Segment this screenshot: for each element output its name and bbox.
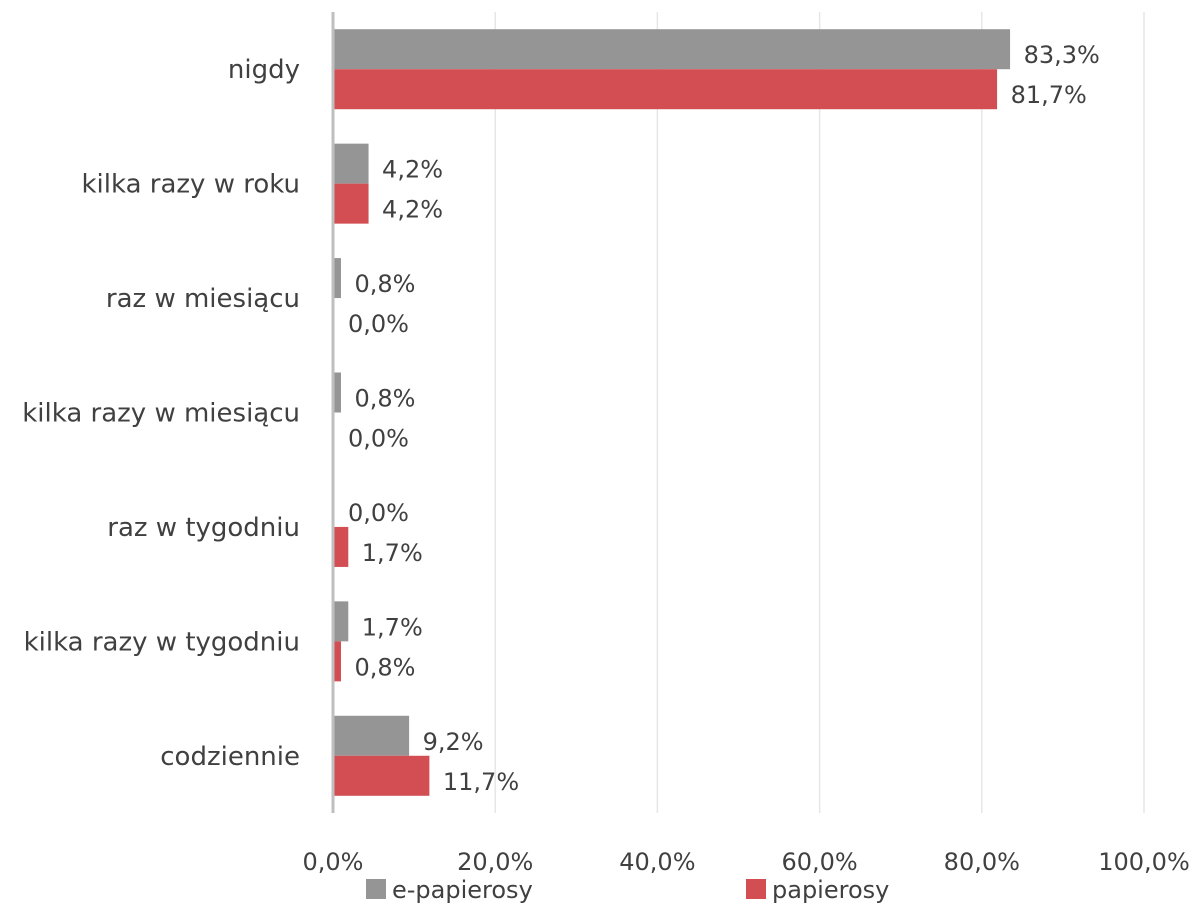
data-label: 0,0% [348, 310, 409, 338]
legend-swatch-papierosy [746, 879, 766, 899]
data-label: 0,8% [354, 653, 415, 681]
data-label: 11,7% [443, 768, 519, 796]
x-tick-label: 80,0% [944, 848, 1020, 876]
x-tick-label: 20,0% [457, 848, 533, 876]
x-tick-label: 60,0% [781, 848, 857, 876]
bar-e-papierosy [335, 258, 341, 298]
data-label: 4,2% [382, 156, 443, 184]
bar-e-papierosy [335, 373, 341, 413]
bar-papierosy [335, 756, 430, 796]
legend-label: papierosy [772, 876, 889, 904]
bar-e-papierosy [335, 601, 349, 641]
data-label: 0,0% [348, 499, 409, 527]
data-label: 9,2% [423, 728, 484, 756]
category-label: codziennie [160, 742, 300, 772]
legend-label: e-papierosy [392, 876, 533, 904]
data-label: 1,7% [362, 539, 423, 567]
bar-e-papierosy [335, 716, 410, 756]
data-label: 0,8% [354, 385, 415, 413]
category-label: kilka razy w tygodniu [24, 627, 300, 657]
bar-papierosy [335, 184, 369, 224]
category-label: kilka razy w roku [81, 170, 300, 200]
data-label: 83,3% [1024, 41, 1100, 69]
bar-e-papierosy [335, 29, 1011, 69]
category-label: nigdy [228, 55, 300, 85]
bar-papierosy [335, 69, 998, 109]
bar-papierosy [335, 527, 349, 567]
legend: e-papierosy papierosy [366, 876, 889, 904]
category-label: kilka razy w miesiącu [22, 399, 300, 429]
data-label: 1,7% [362, 613, 423, 641]
category-label: raz w miesiącu [106, 284, 300, 314]
bar-e-papierosy [335, 144, 369, 184]
x-tick-label: 0,0% [303, 848, 364, 876]
bar-papierosy [335, 641, 341, 681]
category-label: raz w tygodniu [107, 513, 300, 543]
bars [335, 29, 1011, 796]
category-labels: nigdy kilka razy w roku raz w miesiącu kilk… [22, 55, 300, 772]
data-label: 81,7% [1011, 81, 1087, 109]
x-axis-tick-labels: 0,0% 20,0% 40,0% 60,0% 80,0% 100,0% [303, 848, 1190, 876]
gridlines [495, 12, 1144, 813]
data-label: 0,0% [348, 425, 409, 453]
data-label: 4,2% [382, 196, 443, 224]
x-tick-label: 100,0% [1098, 848, 1190, 876]
data-labels: 83,3% 81,7% 4,2% 4,2% 0,8% 0,0% 0,8% 0,0% 0,0% 1,… [348, 41, 1100, 796]
x-tick-label: 40,0% [619, 848, 695, 876]
data-label: 0,8% [354, 270, 415, 298]
legend-swatch-e-papierosy [366, 879, 386, 899]
